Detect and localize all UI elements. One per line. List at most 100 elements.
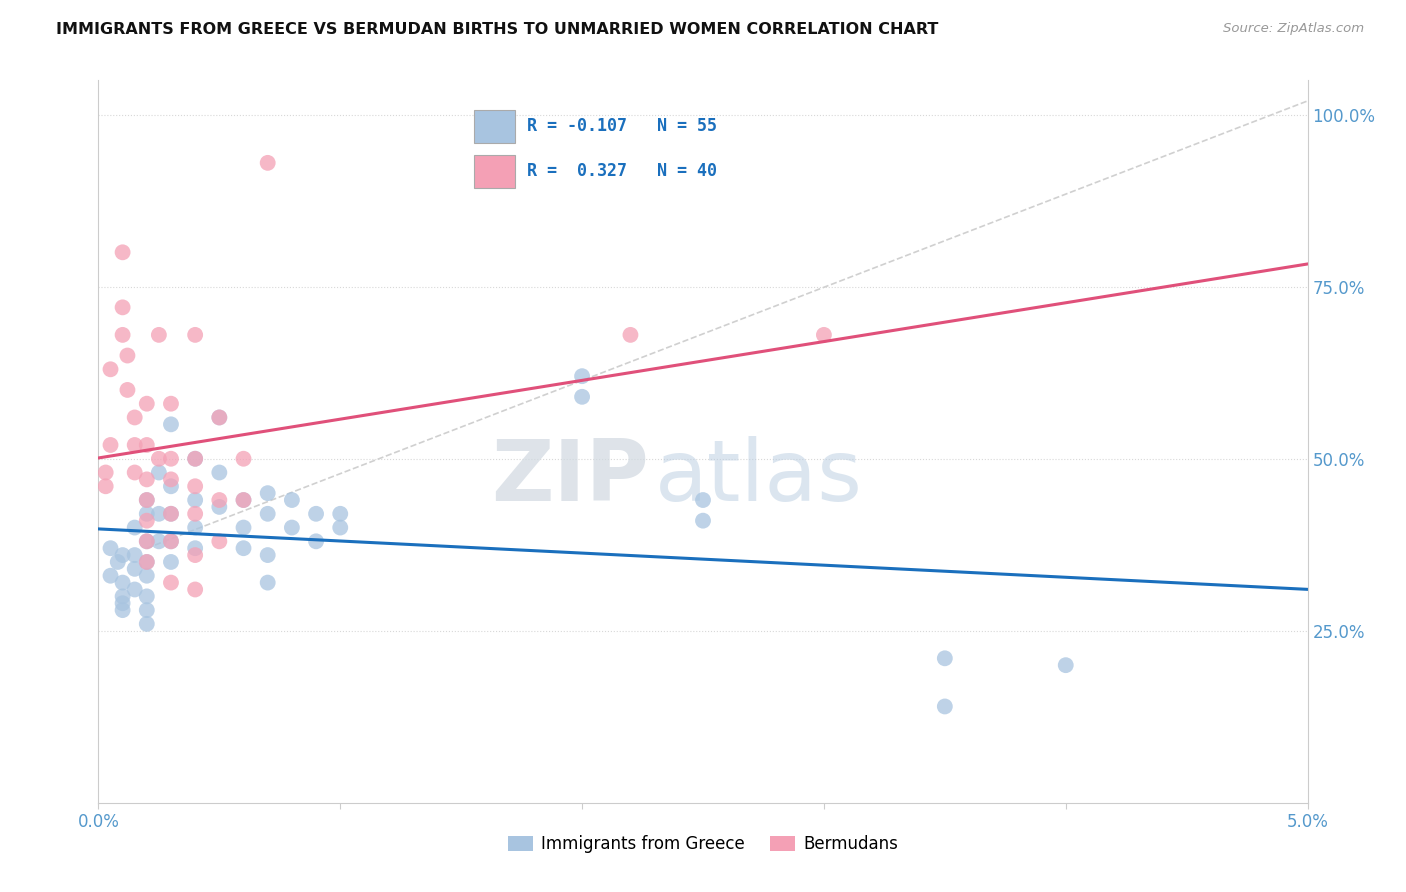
Text: atlas: atlas	[655, 436, 863, 519]
Point	[148, 327, 170, 342]
Point	[117, 383, 139, 397]
Point	[208, 493, 231, 508]
Point	[124, 466, 146, 480]
Point	[148, 466, 170, 480]
Point	[117, 349, 139, 363]
Point	[329, 507, 352, 521]
Point	[305, 534, 328, 549]
Point	[160, 507, 183, 521]
Point	[160, 575, 183, 590]
Point	[281, 493, 304, 508]
Point	[160, 397, 183, 411]
Point	[94, 466, 117, 480]
Point	[934, 699, 956, 714]
Point	[124, 582, 146, 597]
Point	[934, 651, 956, 665]
Point	[232, 451, 254, 466]
Point	[124, 520, 146, 534]
Point	[208, 410, 231, 425]
Point	[107, 555, 129, 569]
Point	[160, 507, 183, 521]
Point	[184, 451, 207, 466]
Point	[692, 493, 714, 508]
Point	[256, 507, 278, 521]
Point	[135, 493, 157, 508]
Point	[135, 397, 157, 411]
Point	[232, 520, 254, 534]
Point	[135, 534, 157, 549]
Point	[135, 590, 157, 604]
Point	[232, 493, 254, 508]
Text: ZIP: ZIP	[491, 436, 648, 519]
Point	[111, 301, 134, 315]
Point	[305, 507, 328, 521]
Point	[148, 451, 170, 466]
Point	[160, 534, 183, 549]
Point	[619, 327, 641, 342]
Point	[813, 327, 835, 342]
Point	[208, 534, 231, 549]
Point	[94, 479, 117, 493]
Point	[571, 369, 593, 384]
Point	[135, 493, 157, 508]
Point	[135, 514, 157, 528]
Point	[148, 507, 170, 521]
Point	[100, 568, 122, 582]
Point	[135, 555, 157, 569]
Point	[135, 438, 157, 452]
Point	[184, 451, 207, 466]
Point	[124, 438, 146, 452]
Point	[329, 520, 352, 534]
Point	[571, 390, 593, 404]
Point	[124, 410, 146, 425]
Point	[135, 534, 157, 549]
Text: Source: ZipAtlas.com: Source: ZipAtlas.com	[1223, 22, 1364, 36]
Point	[184, 582, 207, 597]
Point	[100, 362, 122, 376]
Point	[208, 410, 231, 425]
Point	[111, 327, 134, 342]
Point	[184, 520, 207, 534]
Point	[256, 575, 278, 590]
Point	[135, 507, 157, 521]
Point	[256, 548, 278, 562]
Point	[111, 548, 134, 562]
Point	[135, 568, 157, 582]
Point	[184, 507, 207, 521]
Point	[135, 603, 157, 617]
Point	[160, 534, 183, 549]
Point	[111, 596, 134, 610]
Point	[160, 479, 183, 493]
Point	[232, 541, 254, 556]
Point	[124, 548, 146, 562]
Point	[148, 534, 170, 549]
Point	[135, 472, 157, 486]
Point	[184, 479, 207, 493]
Point	[111, 603, 134, 617]
Text: IMMIGRANTS FROM GREECE VS BERMUDAN BIRTHS TO UNMARRIED WOMEN CORRELATION CHART: IMMIGRANTS FROM GREECE VS BERMUDAN BIRTH…	[56, 22, 939, 37]
Point	[160, 472, 183, 486]
Point	[208, 500, 231, 514]
Point	[256, 156, 278, 170]
Point	[184, 541, 207, 556]
Point	[232, 493, 254, 508]
Point	[208, 466, 231, 480]
Point	[111, 245, 134, 260]
Point	[281, 520, 304, 534]
Point	[160, 451, 183, 466]
Point	[135, 616, 157, 631]
Point	[692, 514, 714, 528]
Point	[111, 575, 134, 590]
Point	[184, 548, 207, 562]
Point	[184, 493, 207, 508]
Legend: Immigrants from Greece, Bermudans: Immigrants from Greece, Bermudans	[501, 828, 905, 860]
Point	[1054, 658, 1077, 673]
Point	[135, 555, 157, 569]
Point	[160, 417, 183, 432]
Point	[100, 438, 122, 452]
Point	[111, 590, 134, 604]
Point	[160, 555, 183, 569]
Point	[256, 486, 278, 500]
Point	[124, 562, 146, 576]
Point	[100, 541, 122, 556]
